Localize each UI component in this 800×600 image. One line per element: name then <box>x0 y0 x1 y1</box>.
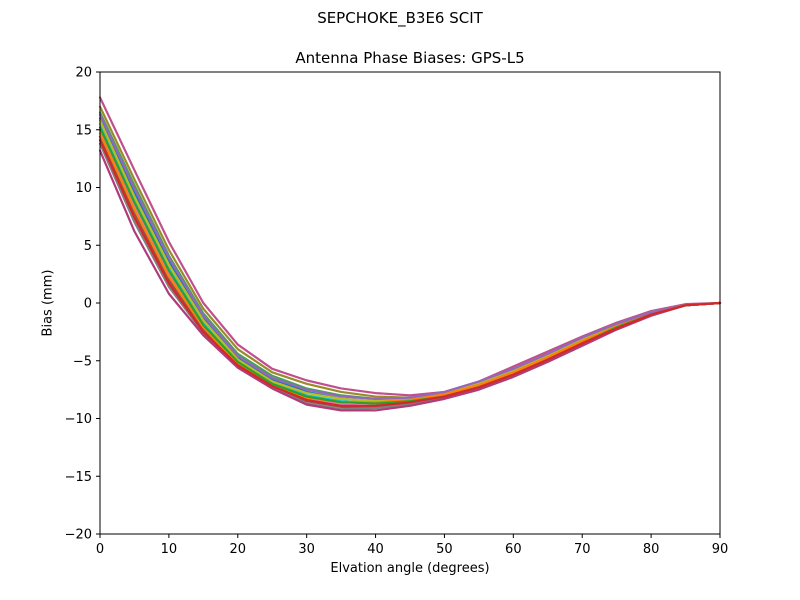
y-tick-label: 5 <box>84 239 92 254</box>
x-tick-label: 10 <box>161 542 178 557</box>
y-tick-label: −10 <box>65 412 92 427</box>
y-tick-label: −15 <box>65 470 92 485</box>
series-line-6 <box>98 128 722 407</box>
y-tick-label: 0 <box>84 297 92 312</box>
series-line-12 <box>98 126 722 405</box>
x-axis-label: Elvation angle (degrees) <box>330 561 490 576</box>
y-tick-label: −5 <box>73 354 92 369</box>
x-tick-label: 20 <box>230 542 247 557</box>
series-line-9 <box>98 149 722 412</box>
series-line-10 <box>98 119 722 403</box>
series-line-13 <box>98 113 722 400</box>
x-tick-label: 0 <box>96 542 104 557</box>
y-tick-label: 15 <box>75 123 92 138</box>
y-axis-ticks: −20 −15 −10 −5 0 5 10 15 20 <box>65 66 100 543</box>
y-tick-label: 20 <box>75 66 92 81</box>
series-line-14 <box>98 139 722 407</box>
series-line-1 <box>98 96 722 397</box>
chart-title: Antenna Phase Biases: GPS-L5 <box>295 49 525 67</box>
series-line-5 <box>98 122 722 405</box>
x-tick-label: 50 <box>436 542 453 557</box>
y-tick-label: 10 <box>75 181 92 196</box>
series-line-7 <box>98 135 722 409</box>
y-tick-label: −20 <box>65 528 92 543</box>
series-line-2 <box>98 105 722 399</box>
figure-suptitle: SEPCHOKE_B3E6 SCIT <box>317 9 483 27</box>
x-tick-label: 80 <box>643 542 660 557</box>
series-layer <box>98 96 722 412</box>
x-tick-label: 60 <box>505 542 522 557</box>
x-tick-label: 90 <box>712 542 729 557</box>
x-tick-label: 40 <box>367 542 384 557</box>
series-line-4 <box>98 117 722 403</box>
series-line-8 <box>98 142 722 411</box>
series-line-11 <box>98 132 722 404</box>
x-tick-label: 70 <box>574 542 591 557</box>
x-tick-label: 30 <box>298 542 315 557</box>
series-line-3 <box>98 111 722 400</box>
x-axis-ticks: 0 10 20 30 40 50 60 70 80 90 <box>96 534 728 557</box>
